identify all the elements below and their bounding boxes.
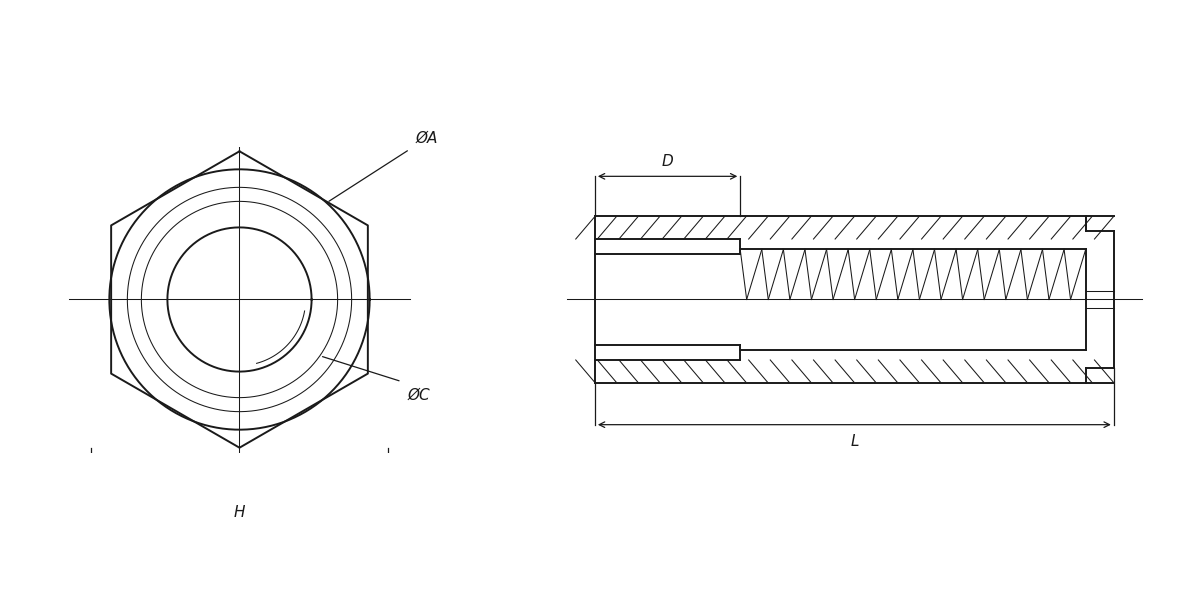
Text: H: H bbox=[234, 505, 245, 520]
Text: ØA: ØA bbox=[415, 130, 438, 145]
Text: D: D bbox=[661, 154, 673, 169]
Text: ØC: ØC bbox=[408, 388, 431, 403]
Text: L: L bbox=[850, 434, 859, 449]
